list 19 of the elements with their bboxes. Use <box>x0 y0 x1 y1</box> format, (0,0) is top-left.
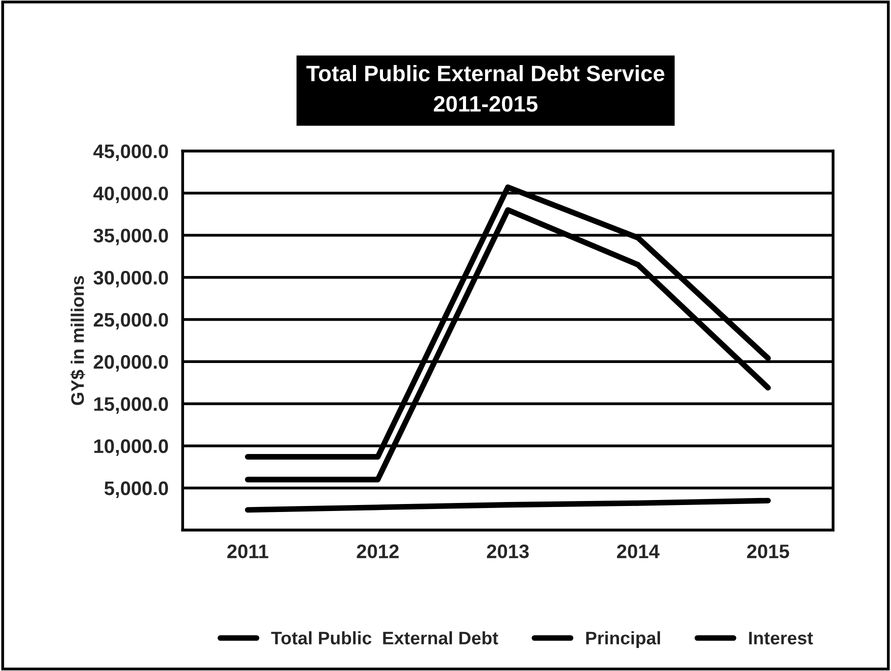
x-tick-label: 2015 <box>747 544 790 558</box>
legend-label: Total Public External Debt <box>271 631 498 644</box>
y-axis-title: GY$ in millions <box>70 276 86 405</box>
x-tick-label: 2012 <box>356 544 399 558</box>
y-tick-label: 40,000.0 <box>93 186 168 204</box>
y-tick-label: 20,000.0 <box>94 355 168 372</box>
x-tick-label: 2013 <box>486 544 529 558</box>
legend-label: Interest <box>749 632 813 644</box>
legend-label: Principal <box>586 631 660 648</box>
y-tick-label: 5,000.0 <box>104 481 168 498</box>
y-tick-label: 25,000.0 <box>94 312 168 330</box>
y-tick-label: 15,000.0 <box>94 397 168 414</box>
y-tick-label: 30,000.0 <box>94 270 168 288</box>
y-tick-label: 35,000.0 <box>94 228 168 246</box>
y-tick-label: 45,000.0 <box>93 144 168 162</box>
x-tick-label: 2014 <box>617 544 660 558</box>
y-tick-label: 10,000.0 <box>94 439 168 456</box>
chart-title: Total Public External Debt Service 2011-2015 <box>306 65 664 112</box>
x-tick-label: 2011 <box>227 544 268 558</box>
